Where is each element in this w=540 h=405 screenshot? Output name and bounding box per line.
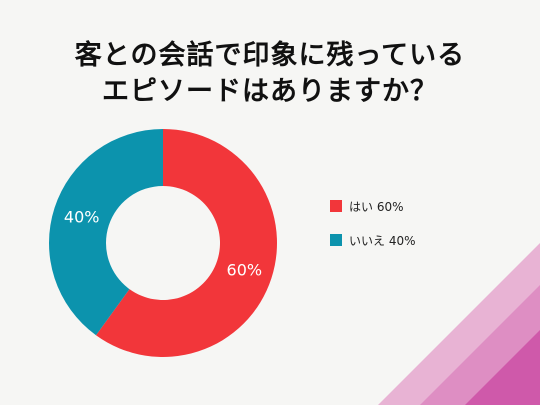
title-line-1: 客との会話で印象に残っている [74, 40, 466, 71]
data-label-no: 40% [64, 208, 100, 227]
donut-chart: 60% 40% [49, 129, 277, 357]
legend: はい 60% いいえ 40% [330, 198, 416, 266]
corner-decoration [378, 243, 540, 405]
donut-slice-yes [95, 129, 277, 357]
legend-item-no: いいえ 40% [330, 232, 416, 248]
legend-item-yes: はい 60% [330, 198, 416, 214]
chart-title: 客との会話で印象に残っている エピソードはありますか？ [0, 38, 540, 110]
title-line-2: エピソードはありますか？ [102, 76, 438, 107]
legend-label-yes: はい 60% [349, 199, 404, 214]
decoration-stripe-3 [465, 330, 540, 405]
data-label-yes: 60% [227, 260, 263, 279]
legend-swatch-yes [330, 200, 342, 212]
legend-swatch-no [330, 234, 342, 246]
donut-slice-no [49, 129, 163, 336]
legend-label-no: いいえ 40% [349, 233, 416, 248]
